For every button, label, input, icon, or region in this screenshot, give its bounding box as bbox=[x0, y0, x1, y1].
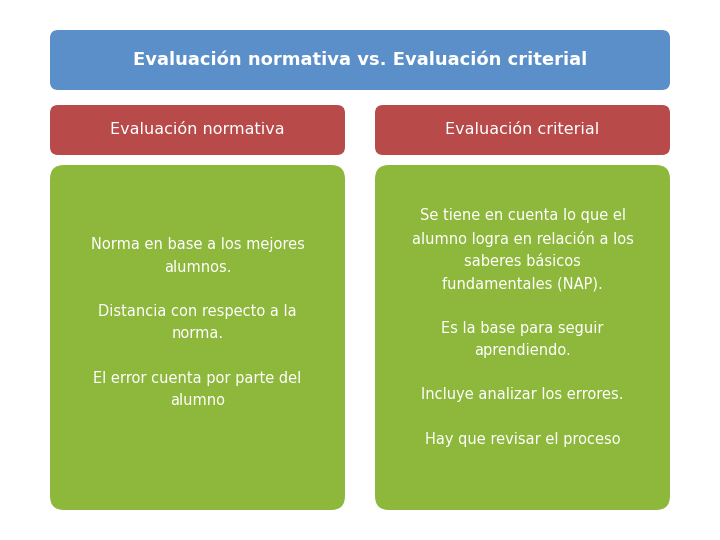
FancyBboxPatch shape bbox=[50, 30, 670, 90]
Text: Norma en base a los mejores
alumnos.

Distancia con respecto a la
norma.

El err: Norma en base a los mejores alumnos. Dis… bbox=[91, 237, 305, 408]
FancyBboxPatch shape bbox=[375, 165, 670, 510]
FancyBboxPatch shape bbox=[50, 105, 345, 155]
Text: Evaluación normativa: Evaluación normativa bbox=[110, 123, 285, 138]
Text: Evaluación criterial: Evaluación criterial bbox=[446, 123, 600, 138]
Text: Evaluación normativa vs. Evaluación criterial: Evaluación normativa vs. Evaluación crit… bbox=[133, 51, 587, 69]
FancyBboxPatch shape bbox=[375, 105, 670, 155]
Text: Se tiene en cuenta lo que el
alumno logra en relación a los
saberes básicos
fund: Se tiene en cuenta lo que el alumno logr… bbox=[412, 208, 634, 447]
FancyBboxPatch shape bbox=[50, 165, 345, 510]
